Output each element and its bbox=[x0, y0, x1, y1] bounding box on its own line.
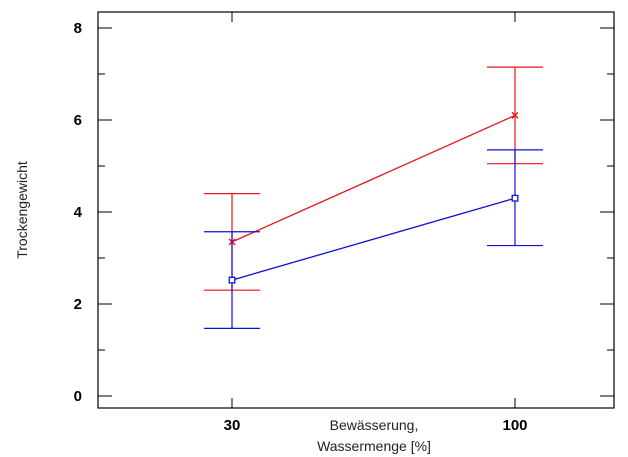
x-axis-ticks bbox=[231, 12, 516, 408]
y-tick-label-2: 2 bbox=[74, 296, 82, 313]
y-tick-label-8: 8 bbox=[74, 20, 82, 37]
y-tick-label-0: 0 bbox=[74, 388, 82, 405]
series-0-line bbox=[231, 114, 516, 243]
y-axis-label: Trockengewicht bbox=[14, 161, 30, 259]
x-axis-label-line1: Bewässerung, bbox=[330, 417, 419, 433]
y-tick-label-6: 6 bbox=[74, 112, 82, 129]
series-1-point-1 bbox=[511, 194, 519, 202]
plot-frame bbox=[97, 11, 615, 409]
x-marker-icon bbox=[511, 111, 519, 119]
x-tick-label-100: 100 bbox=[502, 417, 527, 434]
x-axis-label-line2: Wassermenge [%] bbox=[317, 438, 431, 454]
y-axis-ticks bbox=[98, 27, 614, 397]
x-tick-label-30: 30 bbox=[224, 417, 241, 434]
y-tick-label-4: 4 bbox=[74, 204, 83, 221]
series-group bbox=[204, 66, 543, 329]
series-1-line bbox=[231, 197, 516, 281]
series-1-point-0 bbox=[228, 276, 236, 284]
series-0-point-1 bbox=[511, 111, 519, 119]
